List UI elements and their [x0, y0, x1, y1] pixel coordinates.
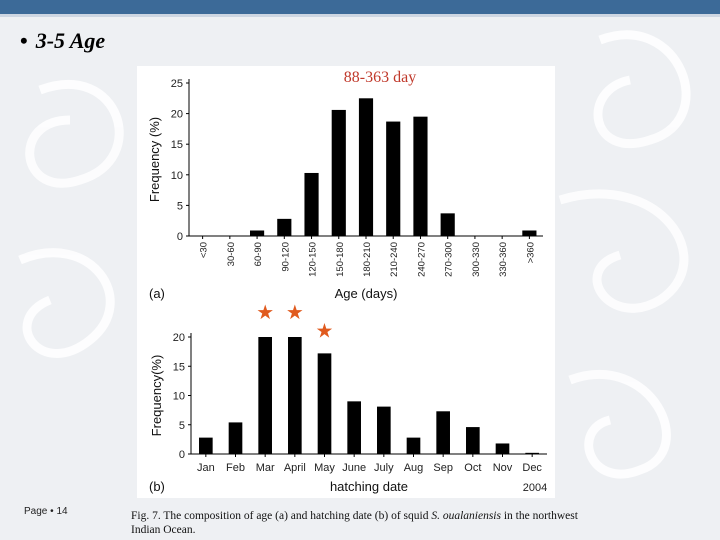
x-tick-label: 270-300 [444, 242, 455, 277]
figure-charts: 0 5 10 15 20 25 <30 30-60 60-90 90-120 120-150 150-… [147, 69, 547, 494]
bar-June [347, 401, 361, 454]
bar-May [317, 353, 332, 454]
x-axis-label: hatching date [330, 479, 408, 494]
bar-Oct [466, 427, 480, 454]
x-tick-label: 60-90 [253, 242, 264, 266]
y-tick-label: 0 [179, 449, 185, 461]
x-tick-label: Sep [433, 462, 453, 474]
bullet-dot: • [20, 28, 28, 53]
page-number: 14 [56, 506, 68, 517]
x-tick-label: Nov [493, 462, 513, 474]
x-tick-label: 180-210 [362, 242, 373, 277]
y-tick-label: 10 [173, 391, 185, 403]
page-separator: • [50, 506, 54, 517]
header-divider [0, 14, 720, 17]
caption-prefix: Fig. 7. The composition of age (a) and h… [131, 510, 432, 522]
bar-Jan [199, 437, 213, 454]
y-tick-label: 10 [171, 170, 183, 182]
x-axis-note: 2004 [523, 482, 547, 494]
x-tick-label: 240-270 [416, 242, 427, 277]
x-tick-label: Feb [226, 462, 245, 474]
bar-150-180 [331, 109, 346, 236]
bar-60-90 [249, 230, 265, 236]
x-tick-label: Jan [197, 462, 215, 474]
y-tick-label: 15 [171, 139, 183, 151]
page-label: Page [24, 506, 48, 517]
x-tick-label: May [314, 462, 335, 474]
y-tick-label: 15 [173, 361, 185, 373]
x-tick-label: 210-240 [389, 242, 400, 277]
y-tick-label: 20 [173, 332, 185, 344]
y-tick-label: 0 [177, 231, 183, 243]
bar-July [377, 406, 391, 454]
bar-210-240 [386, 121, 401, 236]
x-tick-label: Dec [522, 462, 542, 474]
x-tick-label: Oct [464, 462, 481, 474]
y-tick-label: 5 [177, 200, 183, 212]
x-tick-label: 150-180 [335, 242, 346, 277]
bar-120-150 [304, 172, 319, 236]
bullet-text: 3-5 Age [35, 28, 106, 53]
x-tick-label: 330-360 [498, 242, 509, 277]
bar-240-270 [413, 116, 428, 236]
y-tick-label: 5 [179, 420, 185, 432]
bar-April [288, 337, 302, 454]
x-tick-label: 30-60 [226, 242, 237, 266]
bar-Sep [436, 411, 450, 454]
bar-180-210 [358, 98, 374, 236]
star-icon: ★ [256, 300, 274, 324]
page-footer: Page • 14 [24, 506, 68, 517]
bar-Dec [525, 452, 539, 454]
x-tick-label: 120-150 [308, 242, 319, 277]
bar->360 [522, 230, 537, 236]
panel-label: (a) [149, 286, 165, 301]
panel-label: (b) [149, 479, 165, 494]
figure-caption: Fig. 7. The composition of age (a) and h… [131, 509, 581, 537]
age-range-annotation: 88-363 day [344, 69, 416, 86]
y-axis-label: Frequency (%) [147, 117, 162, 202]
x-tick-label: April [284, 462, 306, 474]
star-icon: ★ [286, 300, 304, 324]
x-tick-label: June [342, 462, 366, 474]
bar-270-300 [440, 213, 455, 236]
bullet-heading: • 3-5 Age [20, 28, 105, 54]
bar-Nov [495, 443, 510, 454]
header-bar [0, 0, 720, 14]
x-tick-label: July [374, 462, 394, 474]
caption-suffix: in the northwest Indian Ocean. [131, 510, 578, 536]
chart-b: 0 5 10 15 20 Jan Feb Mar ★ April ★ May ★ June July Aug S… [149, 300, 547, 494]
bar-Mar [258, 337, 272, 454]
y-tick-label: 25 [171, 78, 183, 90]
x-tick-label: >360 [525, 242, 536, 263]
x-tick-label: <30 [199, 242, 210, 258]
figure-panel [137, 66, 555, 498]
bar-Feb [228, 422, 243, 454]
bar-90-120 [277, 218, 292, 236]
x-tick-label: Mar [256, 462, 275, 474]
star-icon: ★ [316, 318, 334, 342]
x-tick-label: 90-120 [280, 242, 291, 272]
chart-a: 0 5 10 15 20 25 <30 30-60 60-90 90-120 120-150 150-… [147, 78, 543, 301]
y-tick-label: 20 [171, 109, 183, 121]
x-tick-label: Aug [404, 462, 424, 474]
x-axis-label: Age (days) [335, 286, 398, 301]
caption-species: S. oualaniensis [431, 510, 501, 522]
x-tick-label: 300-330 [471, 242, 482, 277]
bar-Aug [406, 437, 421, 454]
y-axis-label: Frequency(%) [149, 355, 164, 437]
